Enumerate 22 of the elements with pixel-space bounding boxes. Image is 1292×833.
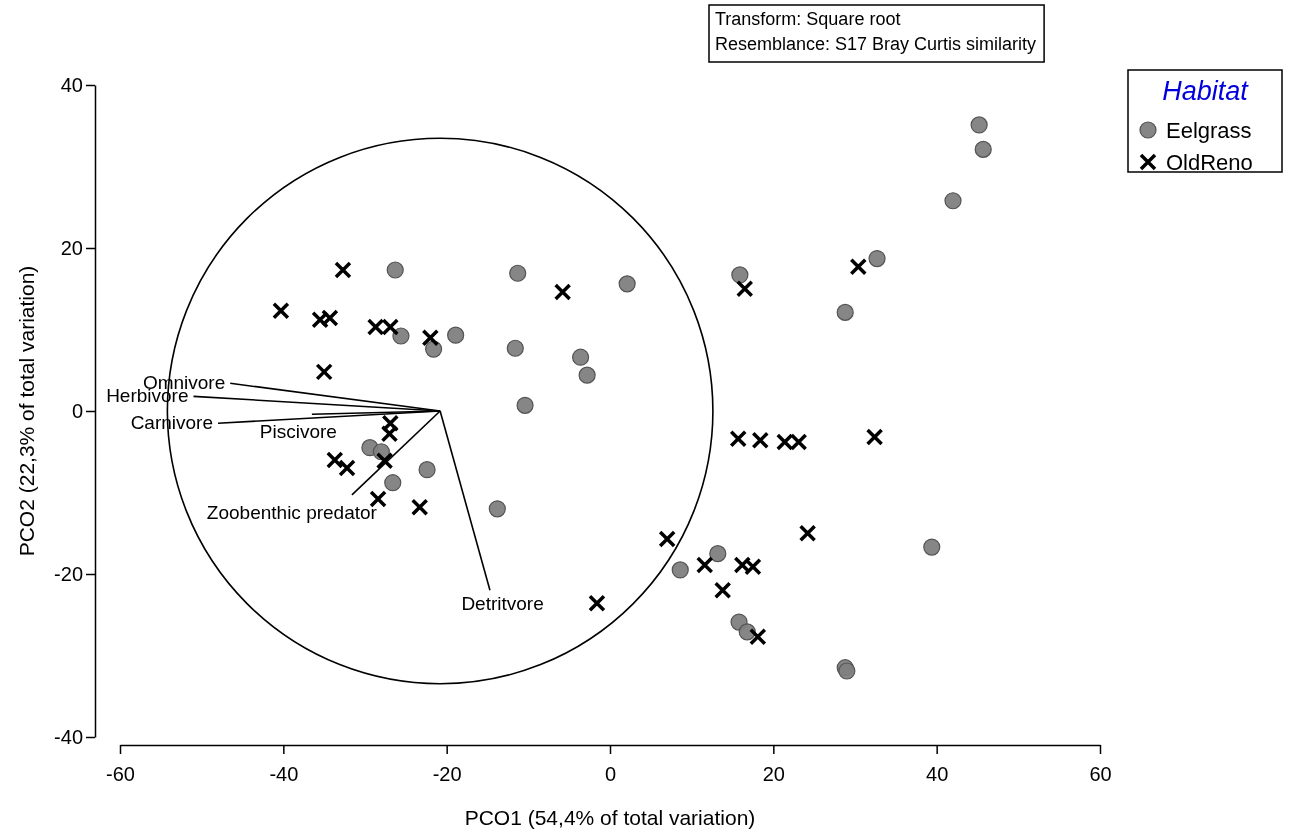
x-tick-label: 40 [926,763,949,785]
x-axis-title: PCO1 (54,4% of total variation) [464,806,756,829]
series-label: Detritvore [461,592,544,614]
x-tick-label: -40 [269,763,299,785]
text: Transform: Square root [715,9,901,29]
series-label: Zoobenthic predator [206,501,378,523]
legend-label: OldReno [1166,150,1253,175]
y-tick-label: 0 [71,399,83,422]
y-tick-label: 20 [60,236,83,259]
x-tick-label: -20 [432,763,462,785]
x-tick-label: 0 [604,763,617,785]
text: Resemblance: S17 Bray Curtis similarity [715,34,1037,54]
x-tick-label: 60 [1089,763,1112,785]
x-tick-label: -60 [106,763,135,785]
y-tick-label: 40 [60,73,83,96]
legend-title: Habitat [1162,76,1250,106]
y-axis-title: PCO2 (22,3% of total variation) [15,265,38,557]
x-tick-label: 20 [762,763,785,785]
series-label: Piscivore [259,421,337,443]
legend-label: Eelgrass [1166,118,1252,143]
y-tick-label: -40 [54,725,83,748]
y-tick-label: -20 [54,562,83,585]
